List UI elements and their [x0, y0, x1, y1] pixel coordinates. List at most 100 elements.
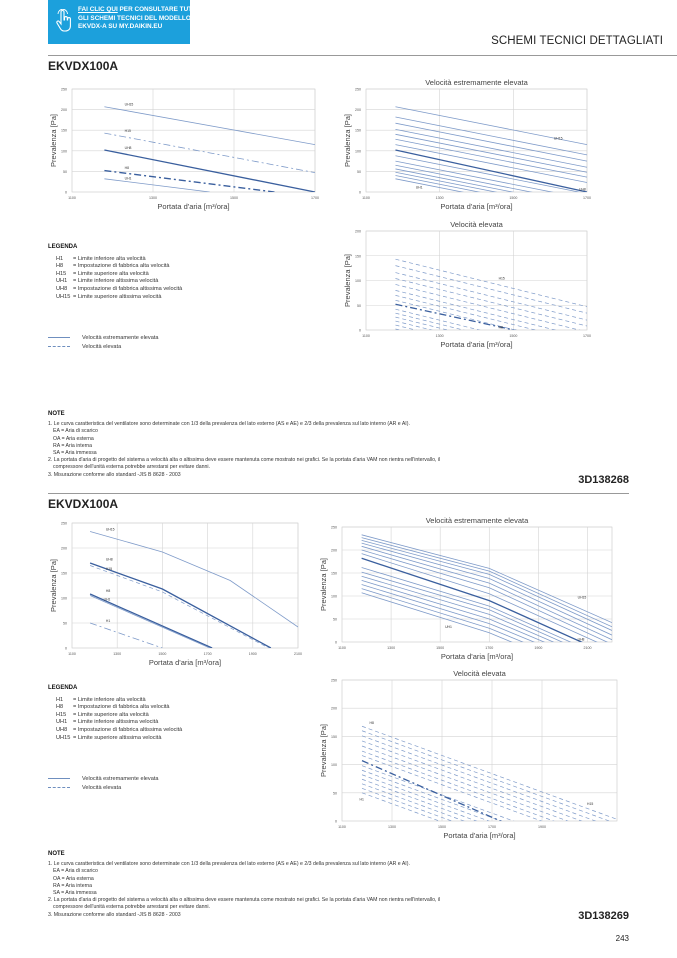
x-tick-label: 1100 — [338, 646, 346, 650]
curve-label: UH15 — [578, 595, 587, 599]
series-line-h13 — [361, 735, 597, 821]
daikin-link-banner[interactable]: FAI CLIC QUI PER CONSULTARE TUTTI GLI SC… — [48, 0, 198, 44]
legend-desc: = Limite superiore altissima velocità — [73, 293, 162, 300]
legend-item: UH8 = Impostazione di fabbrica altissima … — [48, 286, 182, 294]
y-tick-label: 50 — [63, 622, 67, 626]
legend-item: UH15 = Limite superiore altissima velocit… — [48, 735, 182, 743]
y-axis-label: Prevalenza [Pa] — [319, 724, 328, 777]
y-tick-label: 100 — [61, 149, 67, 153]
legend-key: H1 — [56, 255, 64, 262]
x-tick-label: 1700 — [204, 652, 212, 656]
page-header-title: SCHEMI TECNICI DETTAGLIATI — [491, 35, 663, 47]
y-tick-label: 0 — [335, 641, 337, 645]
solid-line-swatch — [48, 337, 70, 339]
legend-desc: = Limite superiore alta velocità — [73, 711, 149, 718]
divider — [48, 493, 629, 494]
y-axis-label: Prevalenza [Pa] — [343, 114, 352, 167]
legend-item: H8 = Impostazione di fabbrica alta veloci… — [48, 263, 182, 271]
series-line-h15 — [104, 132, 315, 174]
series-line-uh1 — [395, 178, 465, 192]
series-line-h8 — [89, 593, 213, 648]
x-tick-label: 1700 — [488, 825, 496, 829]
fan-curve-chart: 0 50 100 150 200 250 1100 1300 1500 1700 UH15 UH1 UH… — [332, 73, 593, 223]
x-tick-label: 1100 — [338, 825, 346, 829]
model-title: EKVDX100A — [48, 497, 119, 511]
series-line-uh14 — [395, 116, 587, 156]
x-tick-label: 1500 — [438, 825, 446, 829]
series-line-uh14 — [361, 537, 612, 628]
y-tick-label: 0 — [335, 820, 337, 824]
abbr: RA = Aria interna — [53, 882, 93, 889]
series-line-h5 — [361, 774, 490, 821]
series-line-uh9 — [361, 553, 598, 642]
y-tick-label: 100 — [355, 279, 361, 283]
legend-desc: = Impostazione di fabbrica altissima vel… — [73, 726, 183, 733]
y-tick-label: 250 — [61, 522, 67, 526]
series-line-h13 — [395, 272, 587, 321]
y-tick-label: 50 — [357, 304, 361, 308]
curve-label: UH1 — [104, 598, 111, 602]
abbr: SA = Aria immessa — [53, 890, 97, 897]
legend-item: UH1 = Limite inferiore altissima velocità — [48, 719, 182, 727]
legend-item: H8 = Impostazione di fabbrica alta veloci… — [48, 704, 182, 712]
solid-line-swatch — [48, 778, 70, 780]
curve-label: UH1 — [416, 186, 423, 190]
note-2: 2. La portata d'aria di progetto del sis… — [48, 897, 441, 904]
y-tick-label: 150 — [61, 572, 67, 576]
banner-link[interactable]: FAI CLIC QUI — [78, 6, 118, 13]
legend-desc: = Limite superiore altissima velocità — [73, 734, 162, 741]
y-axis-label: Prevalenza [Pa] — [343, 254, 352, 307]
x-tick-label: 1700 — [583, 196, 591, 200]
y-tick-label: 200 — [61, 547, 67, 551]
chart-title: Velocità elevata — [453, 669, 506, 678]
fan-curve-chart: 0 50 100 150 200 1100 1300 1500 1700 H15 H8 Prevale… — [332, 215, 593, 361]
legend-key: H15 — [56, 270, 67, 277]
series-line-uh8 — [89, 562, 272, 648]
curve-label: UH8 — [578, 638, 585, 642]
legend-desc: = Impostazione di fabbrica altissima vel… — [73, 285, 183, 292]
y-tick-label: 50 — [333, 791, 337, 795]
abbr: SA = Aria immessa — [53, 450, 97, 457]
legend-key: H8 — [56, 263, 64, 270]
series-line-uh15 — [104, 106, 315, 146]
series-line-h7 — [395, 303, 518, 330]
series-line-h9 — [361, 755, 543, 821]
curve-label: H8 — [499, 326, 503, 330]
legend-key: UH8 — [56, 726, 68, 733]
series-line-h12 — [395, 278, 587, 327]
banner-text: GLI SCHEMI TECNICI DEL MODELLO — [78, 14, 191, 22]
y-tick-label: 100 — [331, 763, 337, 767]
plot-area — [341, 679, 618, 822]
legend-key: UH15 — [56, 734, 71, 741]
series-line-uh6 — [361, 571, 564, 642]
series-line-h14 — [395, 265, 587, 314]
x-tick-label: 2100 — [294, 652, 302, 656]
x-tick-label: 1500 — [509, 196, 517, 200]
legend-item: UH8 = Impostazione di fabbrica altissima … — [48, 727, 182, 735]
abbr: OA = Aria esterna — [53, 435, 94, 442]
y-tick-label: 200 — [61, 108, 67, 112]
x-tick-label: 1300 — [387, 646, 395, 650]
y-tick-label: 250 — [355, 88, 361, 92]
note-2-cont: compressore dell'unità esterna potrebbe … — [53, 464, 210, 471]
series-line-uh15 — [395, 106, 587, 146]
series-line-uh5 — [361, 575, 555, 642]
series-line-uh12 — [361, 542, 612, 636]
series-line-uh3 — [361, 584, 535, 642]
drawing-code: 3D138269 — [578, 910, 629, 922]
y-axis-label: Prevalenza [Pa] — [319, 558, 328, 611]
series-line-uh7 — [395, 155, 581, 192]
y-tick-label: 100 — [331, 595, 337, 599]
legend-item: H1 = Limite inferiore alta velocità — [48, 697, 182, 705]
y-axis-label: Prevalenza [Pa] — [49, 114, 58, 167]
curve-label: H15 — [587, 802, 593, 806]
note-3: 3. Misurazione conforme allo standard -J… — [48, 911, 181, 918]
note-3: 3. Misurazione conforme allo standard -J… — [48, 471, 181, 478]
x-axis-label: Portata d'aria [m³/ora] — [149, 658, 221, 667]
note-2-cont: compressore dell'unità esterna potrebbe … — [53, 904, 210, 911]
legend-title: LEGENDA — [48, 685, 78, 691]
x-tick-label: 1100 — [362, 196, 370, 200]
y-tick-label: 200 — [331, 707, 337, 711]
x-tick-label: 1300 — [113, 652, 121, 656]
series-line-h3 — [361, 783, 466, 821]
